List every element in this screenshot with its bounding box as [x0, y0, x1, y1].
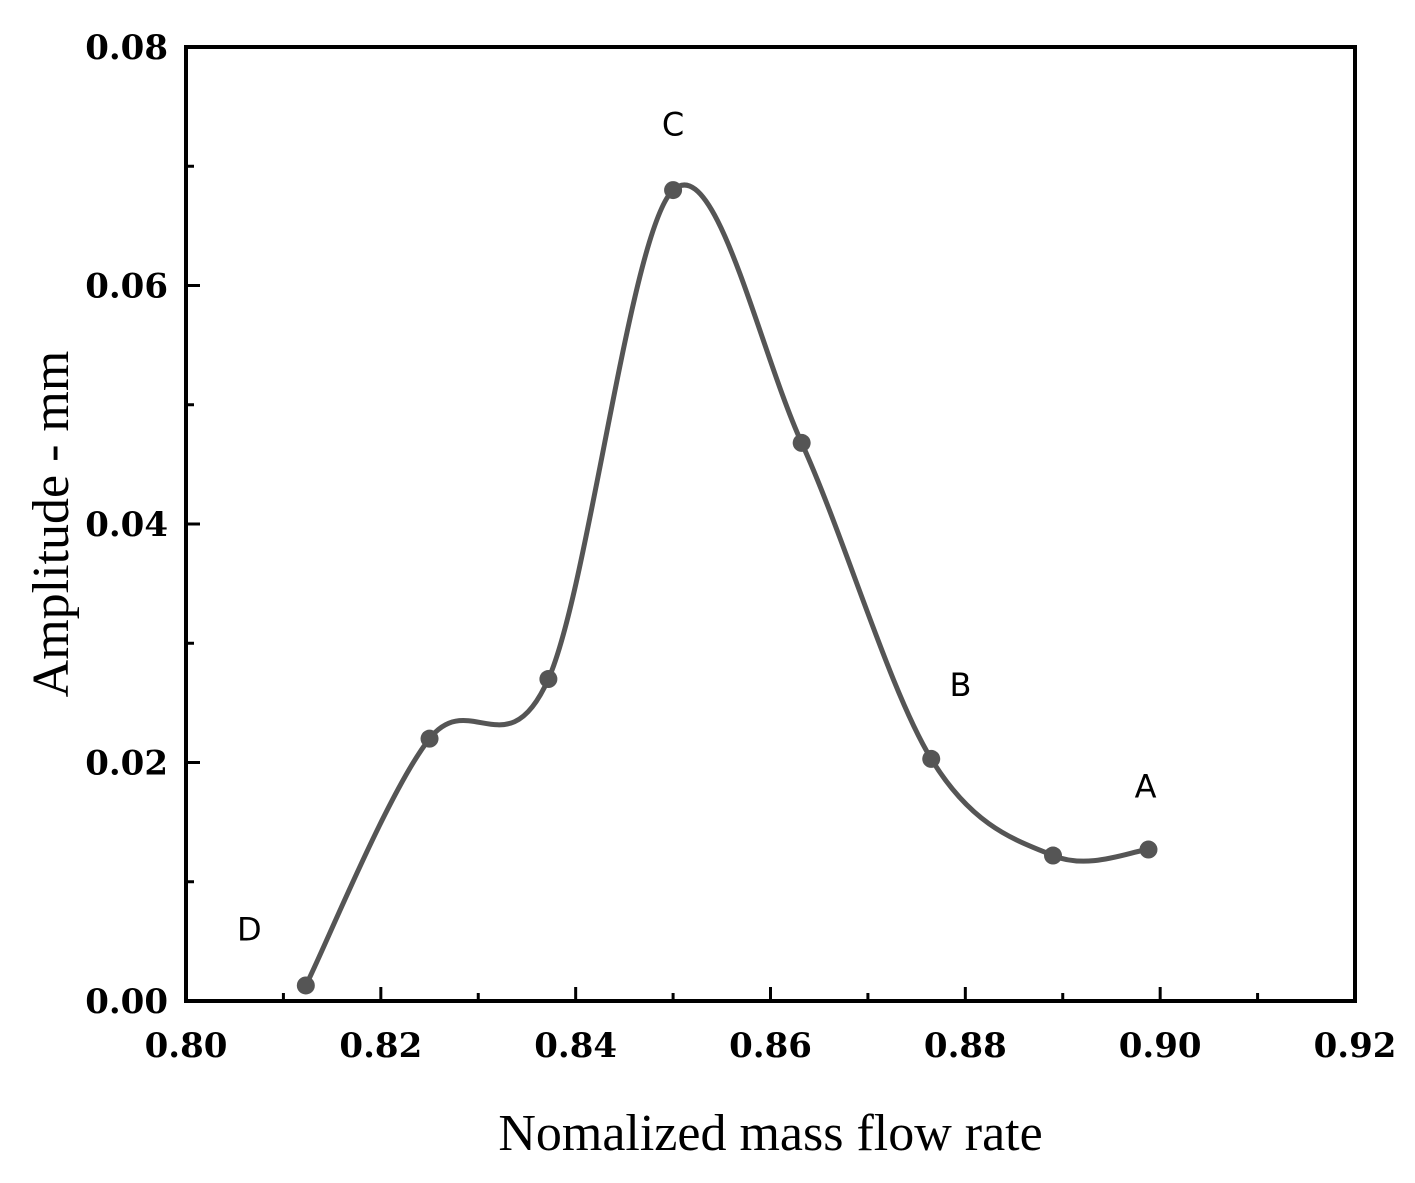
x-tick-label: 0.90: [1119, 1026, 1202, 1066]
data-point: [420, 729, 439, 748]
x-axis-title: Nomalized mass flow rate: [498, 1105, 1042, 1162]
y-axis-title: Amplitude - mm: [23, 351, 80, 698]
data-point: [664, 181, 683, 200]
axis-ticks: 0.80 0.82 0.84 0.86 0.88 0.90 0.92 0.00 0.02 0.04…: [85, 28, 1396, 1066]
point-annotation-b: B: [949, 666, 971, 704]
y-tick-label: 0.04: [85, 505, 168, 545]
series-layer: [303, 182, 1151, 988]
y-tick-label: 0.00: [85, 982, 168, 1022]
x-tick-label: 0.88: [924, 1026, 1007, 1066]
points-layer: [296, 181, 1158, 995]
point-annotation-d: D: [237, 910, 262, 948]
plot-frame: [184, 45, 1357, 1003]
data-point: [539, 670, 558, 689]
point-annotation-c: C: [662, 106, 684, 144]
x-tick-label: 0.84: [534, 1026, 617, 1066]
y-tick-label: 0.08: [85, 28, 168, 68]
data-point: [922, 749, 941, 768]
data-point: [792, 433, 811, 452]
x-tick-label: 0.92: [1314, 1026, 1397, 1066]
point-annotation-a: A: [1135, 767, 1157, 805]
y-tick-label: 0.02: [85, 744, 168, 784]
y-tick-label: 0.06: [85, 267, 168, 307]
x-tick-label: 0.82: [339, 1026, 422, 1066]
data-point: [1139, 840, 1158, 859]
x-tick-label: 0.86: [729, 1026, 812, 1066]
labels-layer: D C B A: [237, 106, 1157, 949]
data-point: [1044, 846, 1063, 865]
x-tick-label: 0.80: [145, 1026, 228, 1066]
series-line: [303, 182, 1151, 988]
data-point: [296, 976, 315, 995]
